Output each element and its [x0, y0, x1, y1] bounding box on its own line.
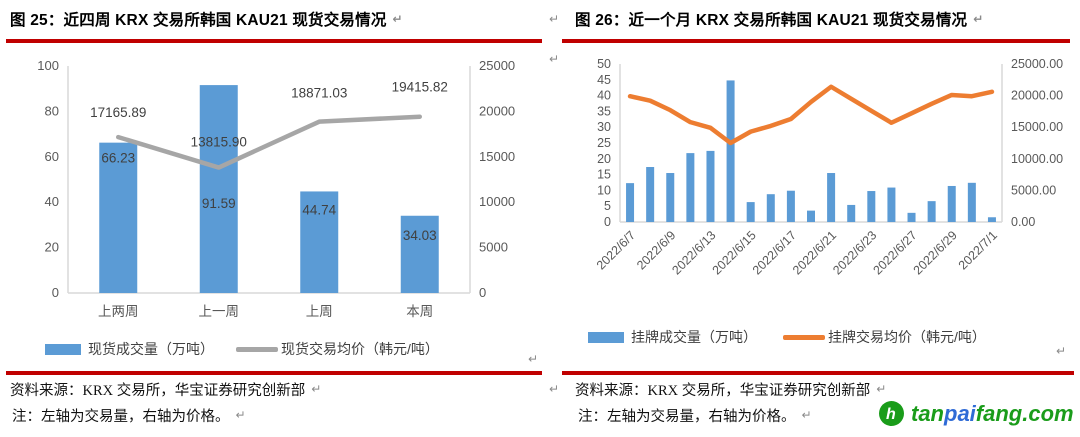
left-chart-title: 图 25：近四周 KRX 交易所韩国 KAU21 现货交易情况 ↵: [10, 8, 403, 30]
right-combo-chart: 051015202530354045500.005000.0010000.001…: [594, 57, 1063, 277]
bar-swatch-icon: [588, 331, 624, 343]
left-chart-legend: 现货成交量（万吨） 现货交易均价（韩元/吨）: [45, 339, 439, 359]
svg-text:40: 40: [45, 194, 59, 209]
svg-text:15: 15: [597, 168, 611, 182]
svg-text:13815.90: 13815.90: [191, 135, 247, 150]
svg-text:10: 10: [597, 183, 611, 197]
svg-text:5: 5: [604, 199, 611, 213]
svg-text:30: 30: [597, 120, 611, 134]
svg-text:34.03: 34.03: [403, 228, 437, 243]
svg-text:上周: 上周: [306, 304, 333, 319]
legend-item-volume: 现货成交量（万吨）: [45, 339, 214, 359]
svg-text:17165.89: 17165.89: [90, 105, 146, 120]
source-text: 资料来源：KRX 交易所，华宝证券研究创新部: [10, 383, 306, 399]
legend-label: 现货交易均价（韩元/吨）: [281, 341, 439, 357]
legend-label: 挂牌交易均价（韩元/吨）: [828, 329, 986, 345]
right-source-line: 资料来源：KRX 交易所，华宝证券研究创新部 ↵: [575, 379, 886, 400]
right-chart-title-text: 图 26：近一个月 KRX 交易所韩国 KAU21 现货交易情况: [575, 12, 968, 29]
left-source-line: 资料来源：KRX 交易所，华宝证券研究创新部 ↵: [10, 379, 321, 400]
line-swatch-icon: [236, 346, 278, 352]
svg-text:25000.00: 25000.00: [1011, 57, 1063, 71]
tanpaifang-logo-icon: h: [879, 401, 904, 426]
svg-text:5000: 5000: [479, 240, 508, 255]
svg-text:0: 0: [52, 285, 59, 300]
right-bottom-rule: [562, 371, 1074, 375]
svg-text:2022/6/7: 2022/6/7: [594, 228, 638, 272]
left-chart-title-text: 图 25：近四周 KRX 交易所韩国 KAU21 现货交易情况: [10, 12, 387, 29]
svg-text:上一周: 上一周: [199, 304, 240, 319]
right-chart-legend: 挂牌成交量（万吨） 挂牌交易均价（韩元/吨）: [588, 327, 986, 347]
right-note-line: 注：左轴为交易量，右轴为价格。 ↵: [578, 405, 812, 426]
svg-text:19415.82: 19415.82: [392, 80, 448, 95]
left-combo-chart: 0 20 40 60 80 100 0 5000 10000 15000 20000 25000 66.…: [37, 58, 515, 319]
svg-text:20000.00: 20000.00: [1011, 89, 1063, 103]
logo-segment: pai: [944, 400, 976, 426]
legend-label: 现货成交量（万吨）: [88, 341, 214, 357]
logo-segment: fang.com: [975, 400, 1074, 426]
tanpaifang-logo-text: tanpaifang.com: [911, 401, 1074, 427]
paragraph-mark: ↵: [549, 382, 560, 396]
left-title-rule: [6, 39, 542, 43]
paragraph-mark: ↵: [876, 382, 887, 396]
paragraph-mark: ↵: [311, 382, 322, 396]
paragraph-mark: ↵: [549, 12, 560, 26]
svg-text:35: 35: [597, 104, 611, 118]
svg-text:10000.00: 10000.00: [1011, 152, 1063, 166]
svg-text:0: 0: [604, 215, 611, 229]
svg-text:20: 20: [45, 240, 59, 255]
svg-text:0: 0: [479, 285, 486, 300]
legend-item-volume: 挂牌成交量（万吨）: [588, 327, 757, 347]
svg-text:91.59: 91.59: [202, 196, 236, 211]
svg-text:本周: 本周: [406, 304, 433, 319]
tanpaifang-logo: h tanpaifang.com: [878, 400, 1074, 427]
legend-label: 挂牌成交量（万吨）: [631, 329, 757, 345]
svg-text:上两周: 上两周: [98, 304, 139, 319]
svg-text:60: 60: [45, 149, 59, 164]
right-chart-title: 图 26：近一个月 KRX 交易所韩国 KAU21 现货交易情况 ↵: [575, 8, 984, 30]
svg-text:15000.00: 15000.00: [1011, 120, 1063, 134]
svg-text:40: 40: [597, 89, 611, 103]
paragraph-mark: ↵: [235, 408, 246, 422]
paragraph-mark: ↵: [801, 408, 812, 422]
svg-text:15000: 15000: [479, 149, 515, 164]
legend-item-price: 挂牌交易均价（韩元/吨）: [783, 327, 986, 347]
paragraph-mark: ↵: [973, 12, 984, 26]
svg-text:80: 80: [45, 103, 59, 118]
left-note-line: 注：左轴为交易量，右轴为价格。 ↵: [12, 405, 246, 426]
svg-text:20: 20: [597, 152, 611, 166]
svg-text:2022/7/1: 2022/7/1: [956, 228, 1000, 272]
svg-text:50: 50: [597, 57, 611, 71]
logo-segment: tan: [911, 400, 944, 426]
svg-text:25: 25: [597, 136, 611, 150]
paragraph-mark: ↵: [549, 52, 560, 66]
svg-text:10000: 10000: [479, 194, 515, 209]
note-text: 注：左轴为交易量，右轴为价格。: [578, 409, 796, 425]
svg-text:100: 100: [37, 58, 59, 73]
paragraph-mark: ↵: [528, 352, 539, 366]
bar-swatch-icon: [45, 343, 81, 355]
svg-text:25000: 25000: [479, 58, 515, 73]
svg-text:0.00: 0.00: [1011, 215, 1035, 229]
svg-text:44.74: 44.74: [302, 202, 336, 217]
line-swatch-icon: [783, 334, 825, 340]
svg-text:h: h: [886, 406, 896, 423]
svg-text:66.23: 66.23: [101, 151, 135, 166]
svg-text:18871.03: 18871.03: [291, 86, 347, 101]
svg-text:5000.00: 5000.00: [1011, 183, 1056, 197]
source-text: 资料来源：KRX 交易所，华宝证券研究创新部: [575, 383, 871, 399]
right-title-rule: [562, 39, 1070, 43]
svg-text:2022/6/29: 2022/6/29: [911, 228, 960, 277]
legend-item-price: 现货交易均价（韩元/吨）: [236, 339, 439, 359]
svg-text:45: 45: [597, 73, 611, 87]
paragraph-mark: ↵: [1056, 344, 1067, 358]
note-text: 注：左轴为交易量，右轴为价格。: [12, 409, 230, 425]
left-bottom-rule: [6, 371, 542, 375]
svg-text:20000: 20000: [479, 103, 515, 118]
paragraph-mark: ↵: [392, 12, 403, 26]
